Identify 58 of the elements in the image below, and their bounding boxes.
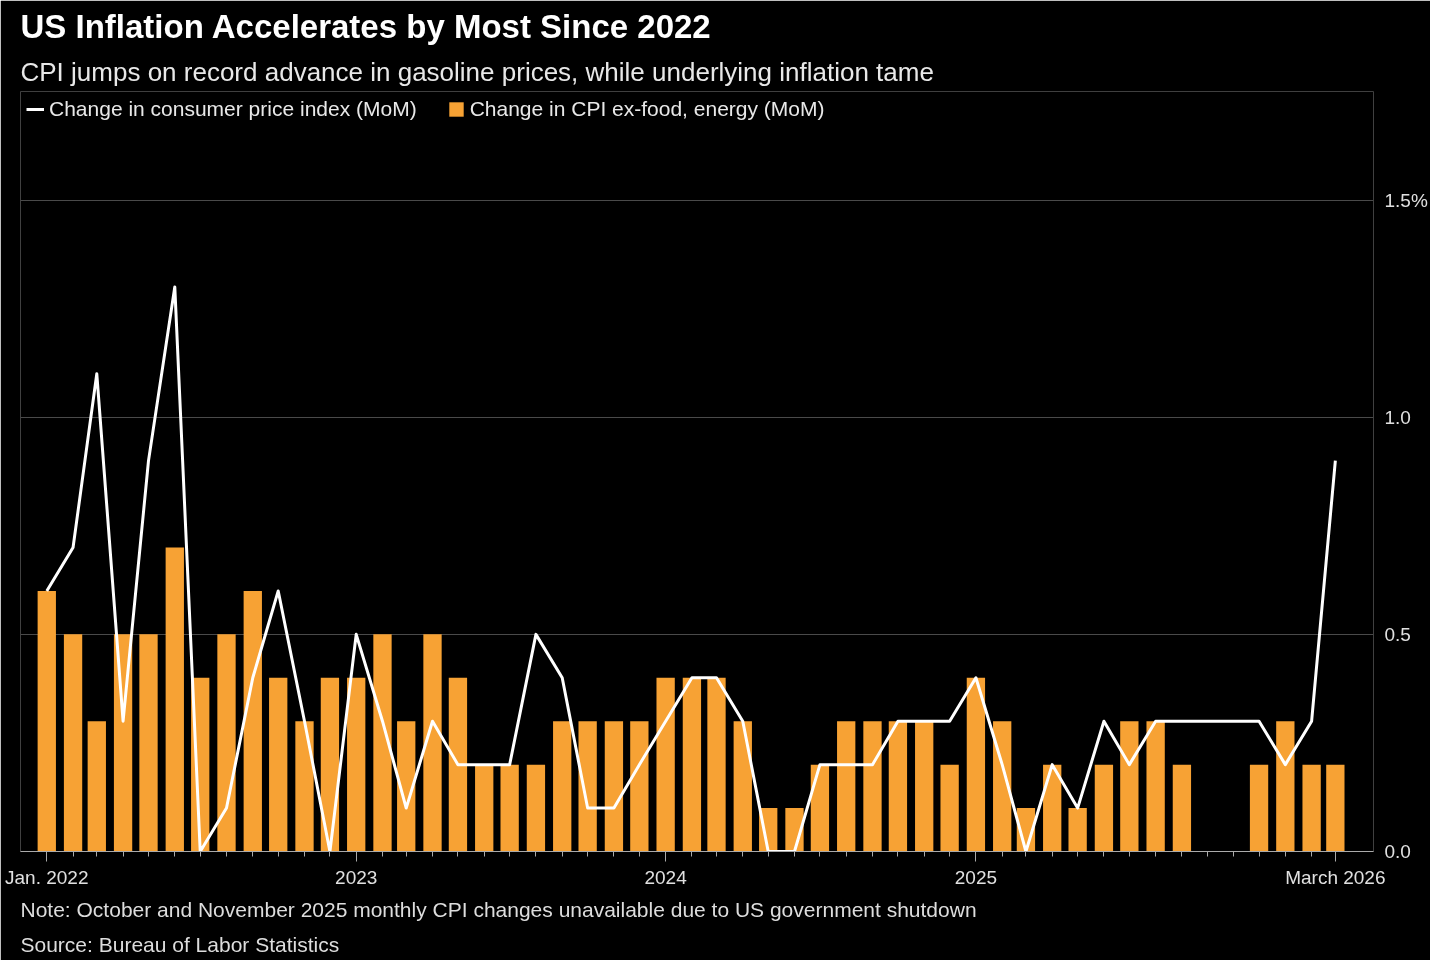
bar: [1326, 764, 1345, 852]
bar: [1120, 721, 1139, 852]
bar: [87, 721, 106, 852]
bar: [553, 721, 572, 852]
bar: [423, 634, 442, 852]
bar: [915, 721, 934, 852]
bar: [1146, 721, 1165, 852]
bar: [165, 547, 184, 852]
bar: [500, 764, 519, 852]
bar: [475, 764, 494, 852]
bar: [733, 721, 752, 852]
x-tick-label: 2025: [954, 866, 998, 888]
bar: [139, 634, 158, 852]
bar: [1249, 764, 1269, 852]
bar: [448, 677, 468, 852]
bar: [243, 590, 262, 852]
legend-label: Change in CPI ex-food, energy (MoM): [469, 97, 825, 121]
bar: [837, 721, 856, 852]
bar: [37, 590, 56, 852]
bar: [1094, 764, 1114, 852]
bar: [1276, 721, 1295, 852]
bar: [940, 764, 959, 852]
y-tick-label: 1.5%: [1384, 189, 1428, 211]
y-tick-label: 1.0: [1384, 406, 1411, 428]
bar: [630, 721, 649, 852]
x-tick-label: Jan. 2022: [5, 866, 89, 888]
chart-subtitle: CPI jumps on record advance in gasoline prices, while underlying inflation tame: [20, 56, 934, 87]
bar: [863, 721, 882, 852]
y-tick-label: 0.5: [1384, 623, 1411, 645]
x-tick-label: 2024: [644, 866, 688, 888]
chart-title: US Inflation Accelerates by Most Since 2022: [20, 7, 711, 45]
bar: [217, 634, 236, 852]
bar: [707, 677, 726, 852]
bar: [888, 721, 908, 852]
bar: [1302, 764, 1321, 852]
text: Note: October and November 2025 monthly CPI changes unavailable due to US government shutdown: [20, 897, 977, 921]
bar: [397, 721, 416, 852]
bar: [526, 764, 546, 852]
bar: [682, 677, 702, 852]
bar: [373, 634, 392, 852]
bar: [578, 721, 597, 852]
bar: [604, 721, 624, 852]
y-tick-label: 0.0: [1384, 841, 1411, 862]
bar: [1172, 764, 1192, 852]
x-tick-label: 2023: [335, 866, 378, 888]
line-series: [45, 285, 1337, 852]
bar: [966, 677, 986, 852]
bar: [993, 721, 1012, 852]
legend-label: Change in consumer price index (MoM): [49, 97, 417, 121]
bar: [295, 721, 314, 852]
bar: [656, 677, 675, 852]
bar: [63, 634, 83, 852]
source-note: Source: Bureau of Labor Statistics: [20, 932, 340, 956]
bar: [269, 677, 288, 852]
bar: [810, 764, 830, 852]
x-tick-label: March 2026: [1285, 866, 1386, 888]
bar: [347, 677, 366, 852]
bar: [1068, 808, 1087, 852]
